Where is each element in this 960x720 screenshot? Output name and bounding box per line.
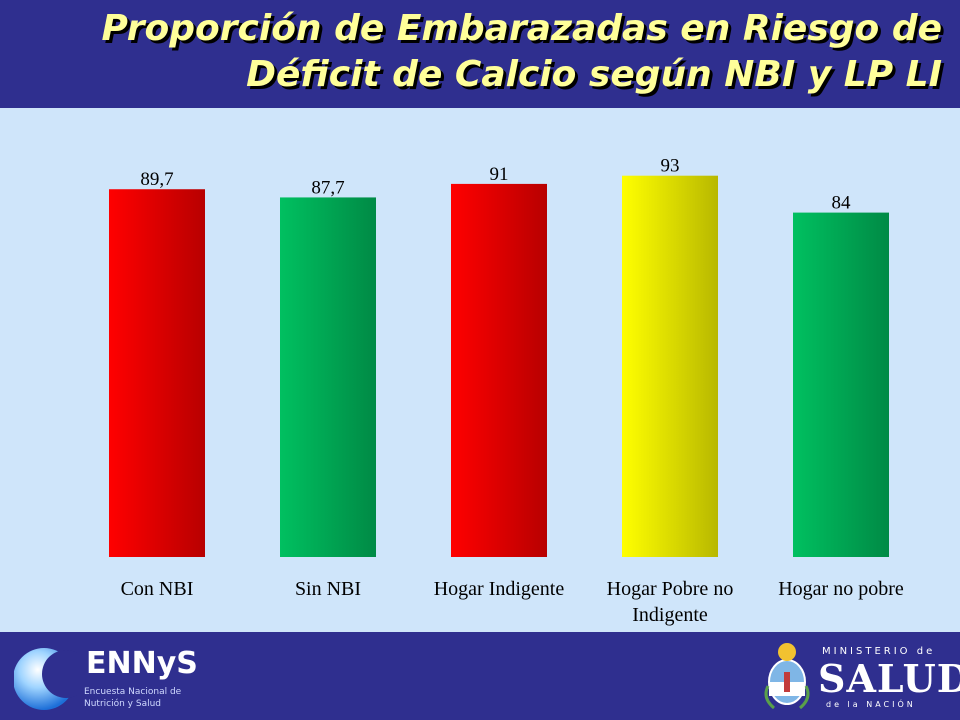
argentina-crest-icon — [764, 643, 810, 710]
bar-value-label: 93 — [661, 156, 680, 177]
bar-3 — [451, 183, 547, 557]
title-banner: Proporción de Embarazadas en Riesgo de D… — [0, 0, 960, 108]
ennys-subtitle: Encuesta Nacional de Nutrición y Salud — [84, 687, 182, 709]
footer-banner: ENNyS Encuesta Nacional de Nutrición y S… — [0, 632, 960, 720]
bar-value-label: 89,7 — [140, 169, 173, 190]
category-label: Hogar Pobre no Indigente — [607, 578, 734, 626]
bar-value-label: 84 — [832, 193, 852, 214]
nacion-text: de la NACIÓN — [826, 700, 916, 709]
ennys-logo: ENNyS Encuesta Nacional de Nutrición y S… — [14, 640, 224, 714]
bar-4 — [622, 175, 718, 557]
bar-2 — [280, 197, 376, 557]
ennys-name: ENNyS — [86, 646, 198, 681]
category-label: Hogar no pobre — [778, 578, 904, 600]
bar-value-label: 87,7 — [311, 177, 344, 198]
category-label: Con NBI — [121, 578, 194, 600]
ministerio-salud-logo: MINISTERIO de SALUD de la NACIÓN — [760, 636, 960, 716]
chart-title: Proporción de Embarazadas en Riesgo de D… — [101, 8, 943, 95]
category-label: Sin NBI — [295, 578, 361, 600]
ennys-moon-icon — [14, 648, 78, 710]
bar-5 — [793, 212, 889, 557]
bar-value-label: 91 — [490, 164, 509, 185]
salud-text: SALUD — [818, 656, 960, 701]
bar-chart: 89,7 87,7 91 93 84 Con NBI Sin NBI Hogar Indige… — [109, 156, 904, 626]
bar-1 — [109, 189, 205, 557]
category-label: Hogar Indigente — [434, 578, 565, 600]
ministerio-text: MINISTERIO de — [822, 646, 936, 657]
